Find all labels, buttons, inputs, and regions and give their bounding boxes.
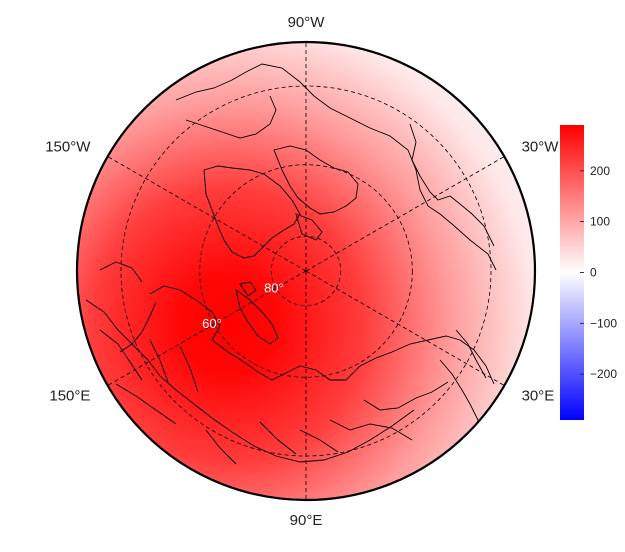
lat-label: 60° bbox=[202, 316, 222, 331]
greenland-coast bbox=[203, 165, 301, 259]
north-america-coast bbox=[175, 63, 497, 271]
colorbar-tick-label: 0 bbox=[590, 266, 597, 280]
canadian-archipelago bbox=[273, 145, 359, 241]
alaska-coast bbox=[409, 123, 495, 247]
novaya-zemlya bbox=[235, 288, 279, 345]
colorbar-ticks: 200 100 0 −100 −200 bbox=[580, 164, 617, 381]
lon-label: 90°W bbox=[288, 14, 326, 31]
lon-label: 30°W bbox=[522, 139, 560, 156]
lon-label: 30°E bbox=[522, 388, 555, 405]
longitude-labels: 90°W 150°W 150°E 90°E 30°E 30°W bbox=[45, 14, 559, 529]
svalbard bbox=[239, 281, 257, 297]
lon-label: 150°W bbox=[45, 139, 91, 156]
graticule bbox=[107, 42, 505, 500]
asia-interior bbox=[299, 381, 449, 453]
meridian-30 bbox=[305, 270, 505, 386]
colorbar-tick-label: −100 bbox=[590, 316, 617, 330]
meridian-150 bbox=[107, 270, 307, 386]
lon-label: 90°E bbox=[290, 512, 323, 529]
lon-label: 150°E bbox=[49, 388, 90, 405]
meridian--30 bbox=[305, 156, 505, 272]
map-border bbox=[75, 40, 537, 502]
siberia-coast bbox=[211, 335, 495, 385]
meridian--150 bbox=[107, 156, 307, 272]
lat-circle-80 bbox=[270, 235, 342, 307]
coastlines bbox=[85, 63, 497, 465]
lat-label: 80° bbox=[264, 280, 284, 295]
colorbar: 200 100 0 −100 −200 bbox=[560, 125, 617, 420]
scandinavia-coast bbox=[99, 261, 221, 353]
colorbar-tick-label: 200 bbox=[590, 164, 610, 178]
latitude-labels: 80° 60° bbox=[202, 280, 284, 331]
europe-borders bbox=[85, 299, 415, 465]
colorbar-tick-label: 100 bbox=[590, 215, 610, 229]
colorbar-tick-label: −200 bbox=[590, 367, 617, 381]
